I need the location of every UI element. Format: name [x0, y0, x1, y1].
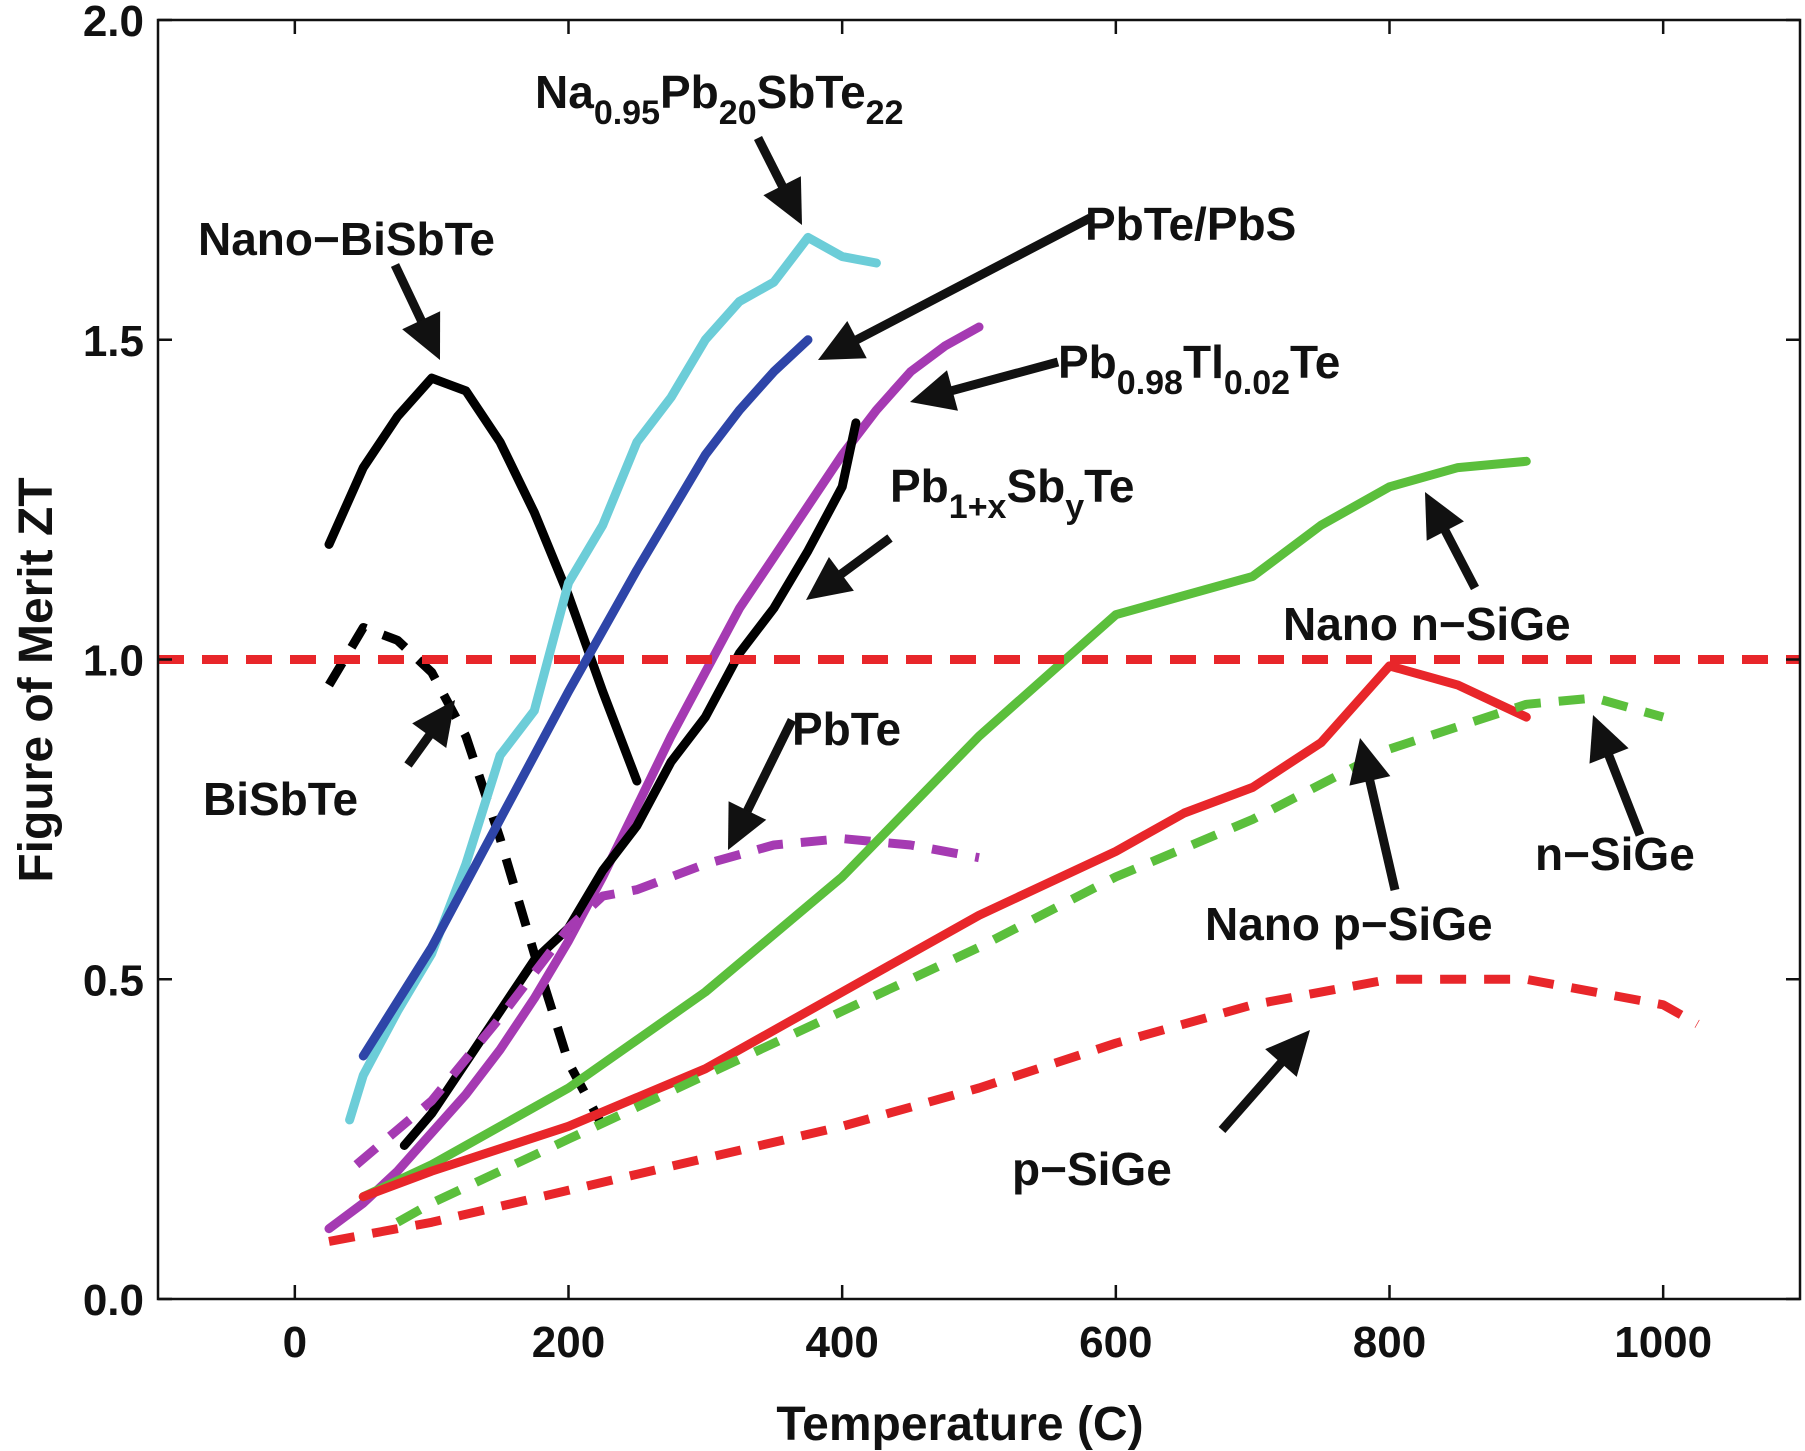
annot-bisbte: BiSbTe — [203, 773, 358, 825]
annot-na-pb-sb-te: Na0.95Pb20SbTe22 — [535, 66, 904, 132]
arrow-head — [728, 801, 767, 850]
annotation-subscript: 0.98 — [1117, 364, 1183, 402]
arrow-shaft — [390, 263, 427, 326]
pointer-arrow — [806, 534, 893, 600]
pointer-arrow — [1349, 738, 1400, 892]
series-line-7 — [353, 834, 980, 1169]
x-tick-label: 600 — [1079, 1318, 1152, 1367]
annotation-text: Pb — [1058, 336, 1117, 388]
x-tick-label: 1000 — [1614, 1318, 1712, 1367]
x-tick-label: 400 — [805, 1318, 878, 1367]
arrow-shaft — [1439, 525, 1479, 591]
pointer-arrow — [818, 214, 1093, 360]
y-axis-title: Figure of Merit ZT — [10, 477, 63, 882]
x-tick-label: 800 — [1353, 1318, 1426, 1367]
annot-nano-bisbte: Nano−BiSbTe — [198, 213, 495, 265]
pointer-arrow — [390, 263, 441, 360]
y-tick-label: 0.0 — [83, 1276, 144, 1325]
arrow-shaft — [753, 135, 788, 192]
annotation-text: Te — [1290, 336, 1340, 388]
x-tick-label: 200 — [532, 1318, 605, 1367]
arrow-head — [1265, 1030, 1310, 1077]
annotation-text: Pb — [890, 460, 949, 512]
annotation-text: p−SiGe — [1012, 1143, 1172, 1195]
arrow-layer — [390, 135, 1645, 1133]
annotation-text: BiSbTe — [203, 773, 358, 825]
arrow-shaft — [835, 534, 893, 580]
arrow-shaft — [1603, 750, 1645, 837]
annot-pb-tl-te: Pb0.98Tl0.02Te — [1058, 336, 1340, 402]
annotation-subscript: 0.02 — [1224, 364, 1290, 402]
annotation-text: Te — [1084, 460, 1134, 512]
series-line-2 — [325, 623, 607, 1129]
arrow-head — [1349, 738, 1391, 786]
annot-n-sige: n−SiGe — [1535, 828, 1695, 880]
plot-frame — [156, 18, 1802, 1301]
annotation-text: Pb — [660, 66, 719, 118]
arrow-shaft — [741, 718, 797, 817]
annot-pb-sb-te: Pb1+xSbyTe — [890, 460, 1134, 526]
pointer-arrow — [404, 700, 455, 768]
pointer-arrow — [1589, 715, 1645, 837]
annotation-subscript: 1+x — [949, 488, 1007, 526]
annot-pbte: PbTe — [792, 703, 901, 755]
annot-pbte-pbs: PbTe/PbS — [1085, 198, 1296, 250]
annot-p-sige: p−SiGe — [1012, 1143, 1172, 1195]
series-line-9 — [358, 661, 1531, 1202]
arrow-head — [910, 370, 958, 411]
pointer-arrow — [753, 135, 802, 225]
x-axis-title: Temperature (C) — [776, 1398, 1143, 1451]
arrow-head — [818, 321, 867, 360]
annotation-text: SbTe — [757, 66, 866, 118]
y-tick-label: 2.0 — [83, 0, 144, 46]
annotation-text: PbTe — [792, 703, 901, 755]
pointer-arrow — [1425, 492, 1479, 591]
arrow-shaft — [1218, 1057, 1287, 1133]
tick-layer: 0 200 400 600 800 1000 0.0 0.5 1.0 1.5 2.0 — [83, 0, 1800, 1367]
arrow-head — [402, 311, 441, 360]
arrow-shaft — [947, 357, 1060, 396]
arrow-head — [412, 700, 455, 748]
pointer-arrow — [910, 357, 1060, 411]
annotation-subscript: y — [1065, 488, 1084, 526]
pointer-arrow — [728, 718, 797, 850]
annotation-subscript: 22 — [866, 94, 904, 132]
arrow-shaft — [1364, 775, 1400, 892]
annotation-subscript: 20 — [719, 94, 757, 132]
arrow-head — [763, 176, 802, 225]
series-line-8 — [358, 456, 1531, 1202]
annotation-subscript: 0.95 — [594, 94, 660, 132]
annotation-text: Nano p−SiGe — [1205, 898, 1493, 950]
arrow-head — [806, 556, 854, 600]
annotation-text: Na — [535, 66, 594, 118]
annotation-text: PbTe/PbS — [1085, 198, 1296, 250]
y-tick-label: 0.5 — [83, 956, 144, 1005]
annotation-text: Nano n−SiGe — [1283, 598, 1571, 650]
annotation-text: Nano−BiSbTe — [198, 213, 495, 265]
arrow-shaft — [404, 729, 436, 768]
annotation-text: Tl — [1183, 336, 1224, 388]
plot-border — [156, 18, 1802, 1301]
series-line-11 — [328, 974, 1700, 1246]
annot-nano-n-sige: Nano n−SiGe — [1283, 598, 1571, 650]
x-tick-label: 0 — [283, 1318, 307, 1367]
annotation-text: Sb — [1006, 460, 1065, 512]
pointer-arrow — [1218, 1030, 1310, 1133]
series-layer — [158, 232, 1800, 1246]
series-line-1 — [324, 373, 642, 786]
series-line-10 — [395, 693, 1665, 1227]
annotation-text: n−SiGe — [1535, 828, 1695, 880]
series-line-5 — [324, 322, 984, 1234]
arrow-head — [1589, 715, 1629, 764]
annot-nano-p-sige: Nano p−SiGe — [1205, 898, 1493, 950]
y-tick-label: 1.5 — [83, 317, 144, 366]
series-line-3 — [345, 232, 881, 1125]
arrow-shaft — [851, 214, 1093, 346]
arrow-head — [1425, 492, 1464, 541]
y-tick-label: 1.0 — [83, 637, 144, 686]
series-line-4 — [358, 335, 813, 1061]
series-line-6 — [399, 418, 861, 1150]
